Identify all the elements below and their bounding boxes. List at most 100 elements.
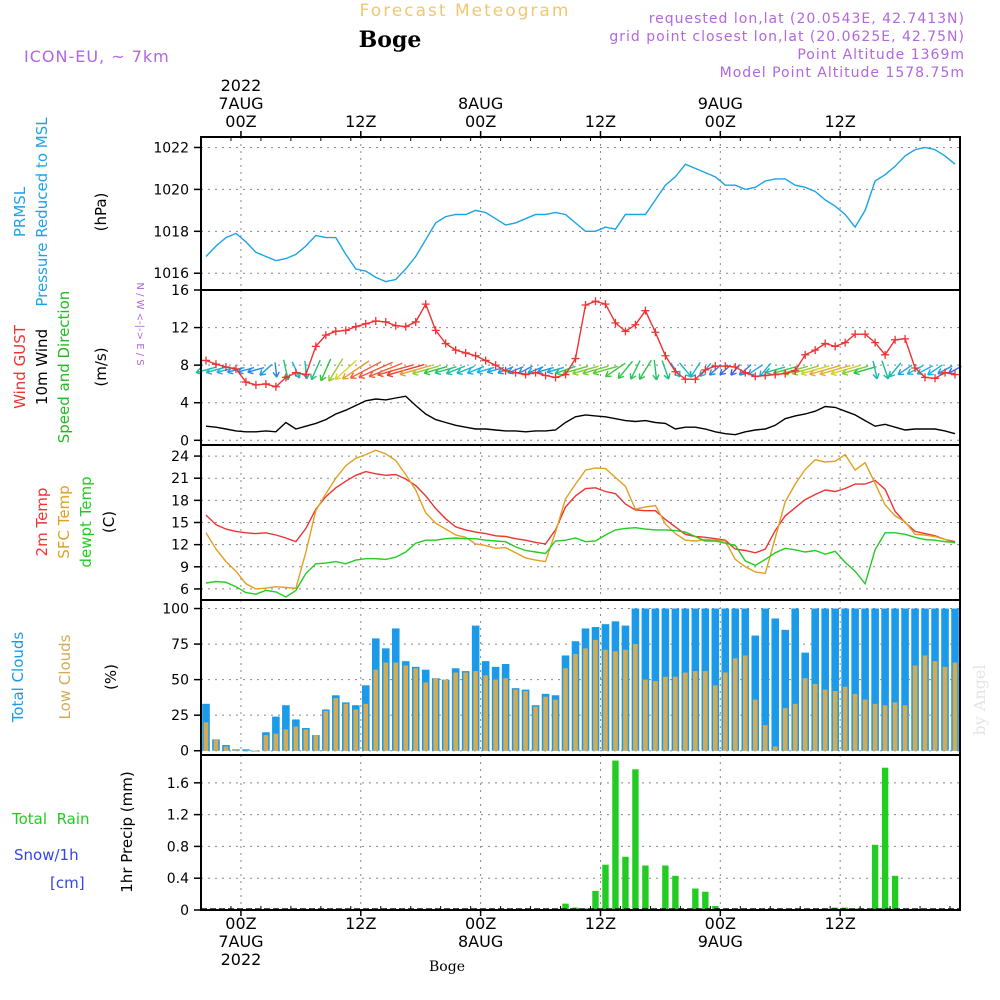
wind-arrow-head [507,367,514,375]
gust-marker [811,346,820,355]
rain-bar [672,875,679,910]
gust-marker [651,328,660,337]
gust-marker [901,334,910,343]
wind-arrow [310,359,321,380]
wind-arrow [653,359,658,381]
wind-ytick-label: 8 [180,358,189,374]
top-tick-label: 7AUG [218,94,263,113]
low-cloud-bar [663,676,668,751]
top-tick-label: 12Z [824,112,855,131]
wind-arrow-head [358,372,365,379]
total-cloud-bar [891,608,899,751]
temperature-ytick-label: 24 [171,449,189,465]
wind-arrow-head [841,368,849,376]
bottom-tick-label: 00Z [705,914,736,933]
gust-marker [601,300,610,309]
low-cloud-bar [223,746,229,751]
gust-marker [921,373,930,382]
wind-arrow [358,361,393,379]
low-cloud-bar [613,651,618,751]
wind-arrow-head [582,368,589,376]
panel-wind: 0 4 8 12 16 [171,283,962,449]
wind-arrow-head [466,367,474,375]
wind-ytick-label: 16 [171,283,189,299]
wind-arrow-head [604,370,612,378]
model-altitude: Model Point Altitude 1578.75m [720,65,965,81]
total-cloud-bar [711,608,720,751]
series-sfc-temp [205,449,956,590]
wind-arrow-head [319,374,327,382]
wind-arrow [809,364,841,375]
top-tick-label: 00Z [465,112,496,131]
low-cloud-bar [723,672,728,751]
precip-ytick-label: 1.2 [167,808,189,824]
wind-arrow-head [897,368,905,376]
low-cloud-bar [313,735,319,751]
total-cloud-bar [811,608,819,751]
footer-location: Boge [429,959,465,975]
top-tick-label: 2022 [221,76,262,95]
wind-arrow-head [592,368,600,376]
wind-arrow-head [476,367,483,375]
rain-bar [712,906,719,910]
bottom-tick-label: 8AUG [458,932,503,951]
low-cloud-bar [832,691,838,751]
gust-marker [271,382,280,391]
low-cloud-bar [822,689,828,751]
series-prmsl [205,146,956,283]
precip-ytick-label: 0 [180,903,189,919]
total-cloud-bar [751,635,760,751]
wind-arrow [320,358,332,382]
wind-arrow [328,358,344,382]
gust-marker [341,326,350,335]
panels-layer: 1016101810201022048121669121518212402550… [153,136,962,919]
low-cloud-bar [343,703,349,751]
precip-ytick-label: 1.6 [167,776,189,792]
gust-marker [711,362,720,371]
wind-arrow-head [368,371,376,379]
low-cloud-bar [353,709,359,751]
low-cloud-bar [683,672,688,751]
low-cloud-bar [902,705,908,751]
gust-marker [311,342,320,351]
pressure-ytick-label: 1018 [153,224,189,240]
low-cloud-bar [732,658,738,751]
low-cloud-bar [473,671,478,751]
total-cloud-bar [242,749,250,751]
series-10m-wind [205,395,956,436]
low-cloud-bar [323,710,329,751]
rain-bar [562,903,569,910]
wind-arrow [679,362,692,378]
wind-arrow [386,363,425,376]
rain-bar [662,865,669,910]
temperature-ytick-label: 21 [171,471,189,487]
total-cloud-bar [282,705,290,751]
panel-precip: 0 0.4 0.8 1.2 1.6 [167,754,961,919]
pressure-label-prmsl: PRMSL [11,186,29,237]
wind-compass: N / W <-|-> E / S [134,282,145,365]
low-cloud-bar [842,686,848,751]
wind-arrow [638,359,652,380]
gust-marker [291,368,300,377]
low-cloud-bar [333,698,339,751]
clouds-label-total: Total Clouds [9,632,27,724]
low-cloud-bar [792,703,798,751]
gust-marker [751,372,760,381]
gust-marker [451,346,460,355]
gust-marker [621,327,630,336]
temp-ylabel: 2m Temp SFC Temp dewpt Temp (C) [33,476,118,567]
temp-label-dewpt: dewpt Temp [77,476,95,567]
wind-label-gust: Wind GUST [11,324,29,409]
clouds-label-low: Low Clouds [56,634,74,719]
wind-arrow [689,362,701,378]
wind-arrow-head [719,368,727,376]
wind-arrow-head [652,374,660,381]
gust-marker [591,297,600,306]
low-cloud-bar [772,746,778,751]
wind-arrow-head [554,368,562,376]
gust-marker [771,370,780,379]
gust-marker [461,348,470,357]
wind-arrow-head [927,369,934,376]
wind-arrow-head [399,369,406,377]
